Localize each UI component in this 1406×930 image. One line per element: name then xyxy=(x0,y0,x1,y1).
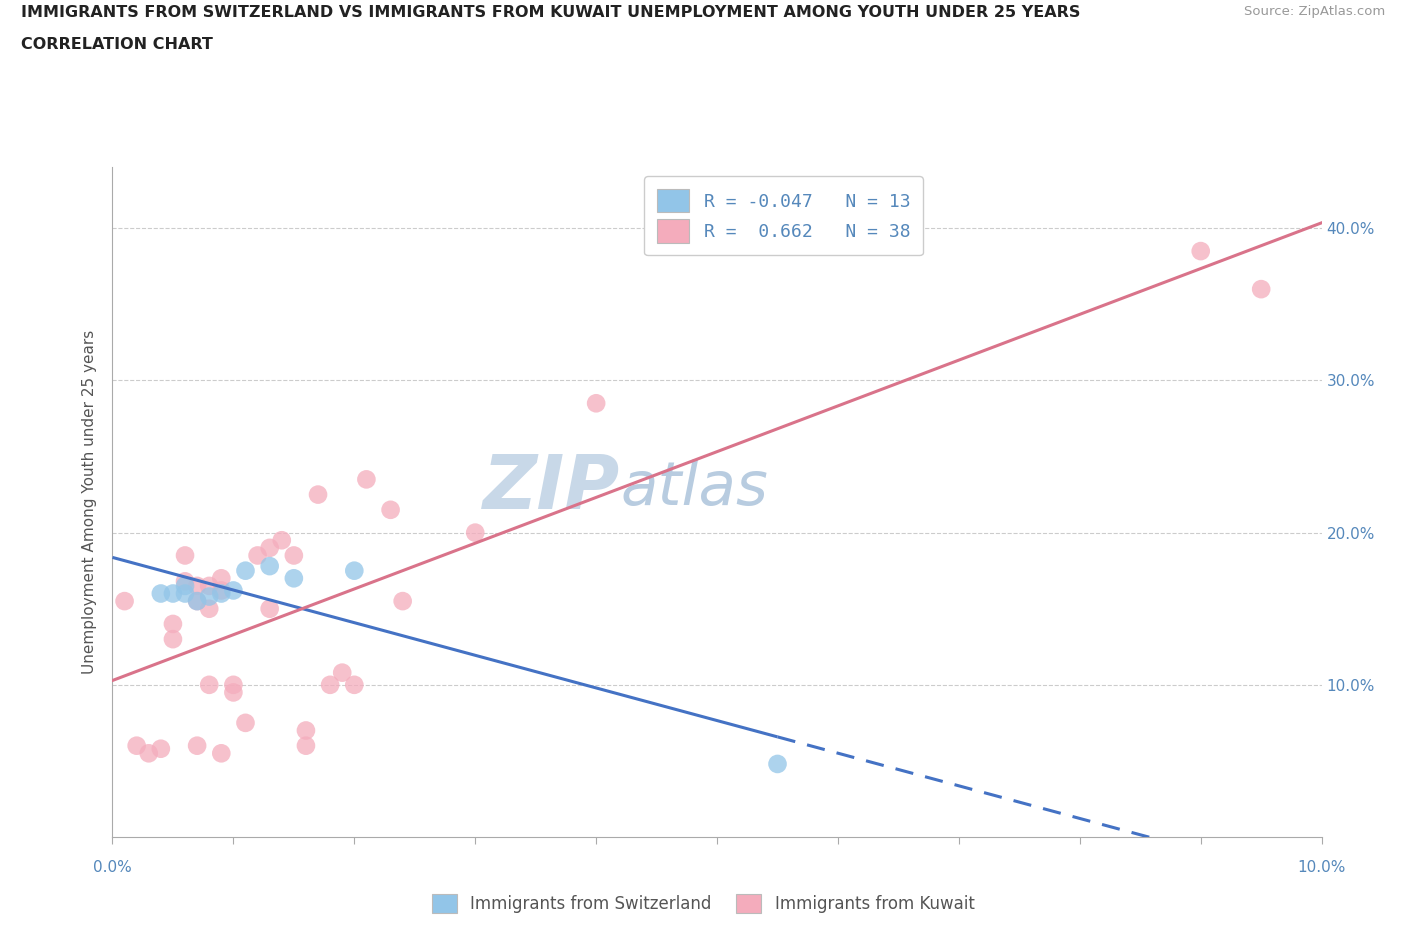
Point xyxy=(209,746,232,761)
Point xyxy=(162,631,184,646)
Text: IMMIGRANTS FROM SWITZERLAND VS IMMIGRANTS FROM KUWAIT UNEMPLOYMENT AMONG YOUTH U: IMMIGRANTS FROM SWITZERLAND VS IMMIGRANT… xyxy=(21,5,1080,20)
Text: atlas: atlas xyxy=(620,459,768,518)
Point xyxy=(198,578,221,593)
Y-axis label: Unemployment Among Youth under 25 years: Unemployment Among Youth under 25 years xyxy=(82,330,97,674)
Point xyxy=(174,578,197,593)
Point xyxy=(209,583,232,598)
Point xyxy=(295,738,318,753)
Point xyxy=(766,756,789,771)
Text: CORRELATION CHART: CORRELATION CHART xyxy=(21,37,212,52)
Point xyxy=(209,571,232,586)
Point xyxy=(235,715,257,730)
Point xyxy=(464,525,486,540)
Point xyxy=(198,589,221,604)
Text: ZIP: ZIP xyxy=(484,452,620,525)
Point xyxy=(283,548,305,563)
Point xyxy=(162,586,184,601)
Point xyxy=(343,677,366,692)
Point xyxy=(222,583,245,598)
Point xyxy=(222,685,245,700)
Point xyxy=(186,593,208,608)
Point xyxy=(343,564,366,578)
Point xyxy=(1189,244,1212,259)
Point xyxy=(283,571,305,586)
Point xyxy=(307,487,329,502)
Point xyxy=(330,665,353,680)
Point xyxy=(391,593,413,608)
Point xyxy=(138,746,160,761)
Point xyxy=(174,586,197,601)
Point xyxy=(270,533,292,548)
Point xyxy=(186,578,208,593)
Point xyxy=(209,586,232,601)
Legend: Immigrants from Switzerland, Immigrants from Kuwait: Immigrants from Switzerland, Immigrants … xyxy=(423,885,983,922)
Point xyxy=(585,396,607,411)
Text: 0.0%: 0.0% xyxy=(93,860,132,875)
Point xyxy=(149,741,172,756)
Point xyxy=(259,559,281,574)
Point xyxy=(295,723,318,737)
Point xyxy=(174,574,197,589)
Point xyxy=(356,472,378,486)
Point xyxy=(114,593,136,608)
Point xyxy=(235,564,257,578)
Point xyxy=(246,548,269,563)
Point xyxy=(125,738,148,753)
Point xyxy=(186,593,208,608)
Point xyxy=(174,548,197,563)
Text: Source: ZipAtlas.com: Source: ZipAtlas.com xyxy=(1244,5,1385,18)
Point xyxy=(319,677,342,692)
Point xyxy=(259,540,281,555)
Point xyxy=(186,738,208,753)
Point xyxy=(162,617,184,631)
Point xyxy=(1250,282,1272,297)
Point xyxy=(259,602,281,617)
Point xyxy=(198,602,221,617)
Point xyxy=(149,586,172,601)
Legend: R = -0.047   N = 13, R =  0.662   N = 38: R = -0.047 N = 13, R = 0.662 N = 38 xyxy=(644,177,922,256)
Point xyxy=(380,502,402,517)
Point xyxy=(222,677,245,692)
Point xyxy=(198,677,221,692)
Text: 10.0%: 10.0% xyxy=(1298,860,1346,875)
